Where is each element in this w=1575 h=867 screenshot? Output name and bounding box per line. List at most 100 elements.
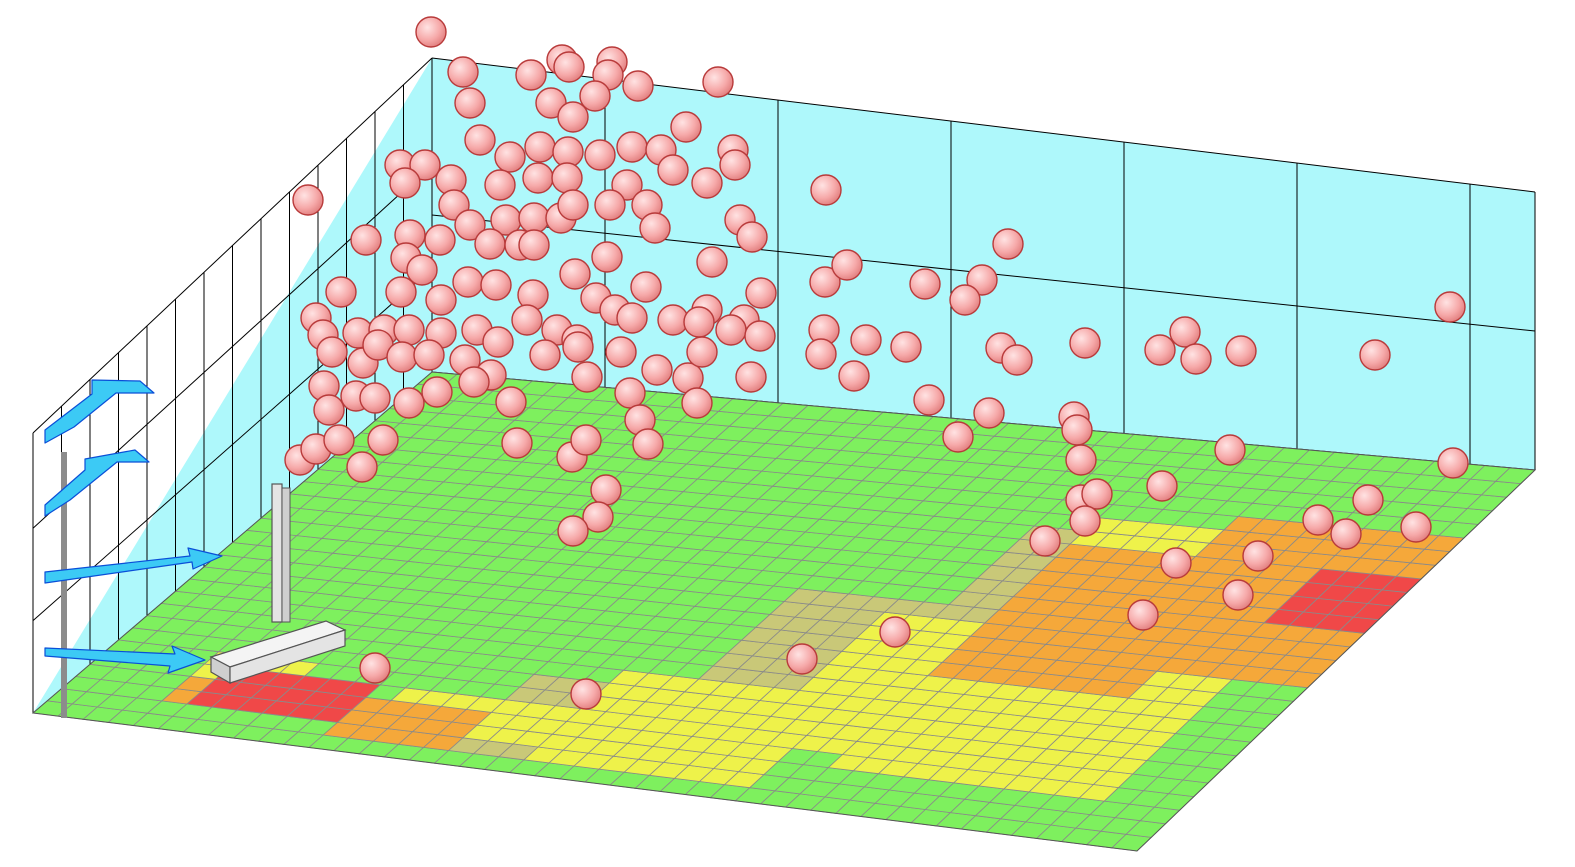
particle [316, 336, 348, 368]
particle [323, 424, 355, 456]
particle [447, 56, 479, 88]
back-wall [432, 58, 1535, 470]
wind-arrow-icon [44, 547, 223, 584]
particle [518, 229, 550, 261]
particle [385, 276, 417, 308]
particle [1359, 339, 1391, 371]
particle [393, 314, 425, 346]
particle [1169, 316, 1201, 348]
particle [582, 501, 614, 533]
particle [949, 284, 981, 316]
particle [616, 302, 648, 334]
particle [735, 361, 767, 393]
particle [696, 246, 728, 278]
particle [409, 149, 441, 181]
particle [681, 387, 713, 419]
wind-arrow-icon [44, 645, 206, 674]
floor-outline [31, 371, 1537, 852]
wind-profile [44, 379, 223, 718]
particle [966, 264, 998, 296]
particle [495, 386, 527, 418]
particle [805, 338, 837, 370]
particle [557, 189, 589, 221]
wind-arrow-icon [44, 449, 150, 517]
particle [464, 124, 496, 156]
particle [386, 341, 418, 373]
particle [1069, 505, 1101, 537]
particle [1001, 344, 1033, 376]
particle [515, 59, 547, 91]
particle [591, 241, 623, 273]
particle [715, 314, 747, 346]
particle [1214, 434, 1246, 466]
particle [691, 167, 723, 199]
particle [594, 189, 626, 221]
particle [518, 202, 550, 234]
particle [292, 184, 324, 216]
particle [1061, 414, 1093, 446]
particle [831, 249, 863, 281]
particle [421, 376, 453, 408]
particle [630, 271, 662, 303]
particle [494, 141, 526, 173]
particle [1330, 518, 1362, 550]
particle [1180, 343, 1212, 375]
particle [686, 336, 718, 368]
particle [389, 167, 421, 199]
particle [639, 212, 671, 244]
particle-cloud [284, 16, 1469, 710]
particle [1146, 470, 1178, 502]
particle [562, 331, 594, 363]
particle [657, 154, 689, 186]
particle [571, 361, 603, 393]
particle [605, 336, 637, 368]
wind-mast [61, 452, 67, 718]
particle [973, 397, 1005, 429]
particle [313, 394, 345, 426]
particle [458, 366, 490, 398]
particle [942, 421, 974, 453]
particle [1222, 579, 1254, 611]
particle [553, 51, 585, 83]
particle [632, 428, 664, 460]
particle [551, 162, 583, 194]
particle [1242, 540, 1274, 572]
particle [393, 387, 425, 419]
particle [559, 258, 591, 290]
particle [584, 139, 616, 171]
particle [670, 111, 702, 143]
particle [350, 224, 382, 256]
particle [1302, 504, 1334, 536]
particle [611, 169, 643, 201]
particle [359, 382, 391, 414]
particle [1065, 444, 1097, 476]
particle [992, 228, 1024, 260]
particle [570, 678, 602, 710]
particle [1434, 291, 1466, 323]
particle [484, 169, 516, 201]
particle [557, 515, 589, 547]
particle [809, 266, 841, 298]
particle [570, 424, 602, 456]
particle [641, 354, 673, 386]
particle [1081, 478, 1113, 510]
left-wall-gridline [32, 57, 433, 434]
particle [616, 131, 648, 163]
particle [413, 339, 445, 371]
particle [1127, 599, 1159, 631]
particle [719, 149, 751, 181]
particle [683, 306, 715, 338]
particle [745, 277, 777, 309]
building-front [229, 629, 346, 684]
particle [415, 16, 447, 48]
particle [786, 643, 818, 675]
particle [1160, 547, 1192, 579]
concentration-floor-grid [31, 371, 1537, 852]
particle [482, 326, 514, 358]
particle [480, 269, 512, 301]
particle [557, 101, 589, 133]
particle [590, 474, 622, 506]
particle [346, 451, 378, 483]
particle [501, 427, 533, 459]
particle [359, 652, 391, 684]
